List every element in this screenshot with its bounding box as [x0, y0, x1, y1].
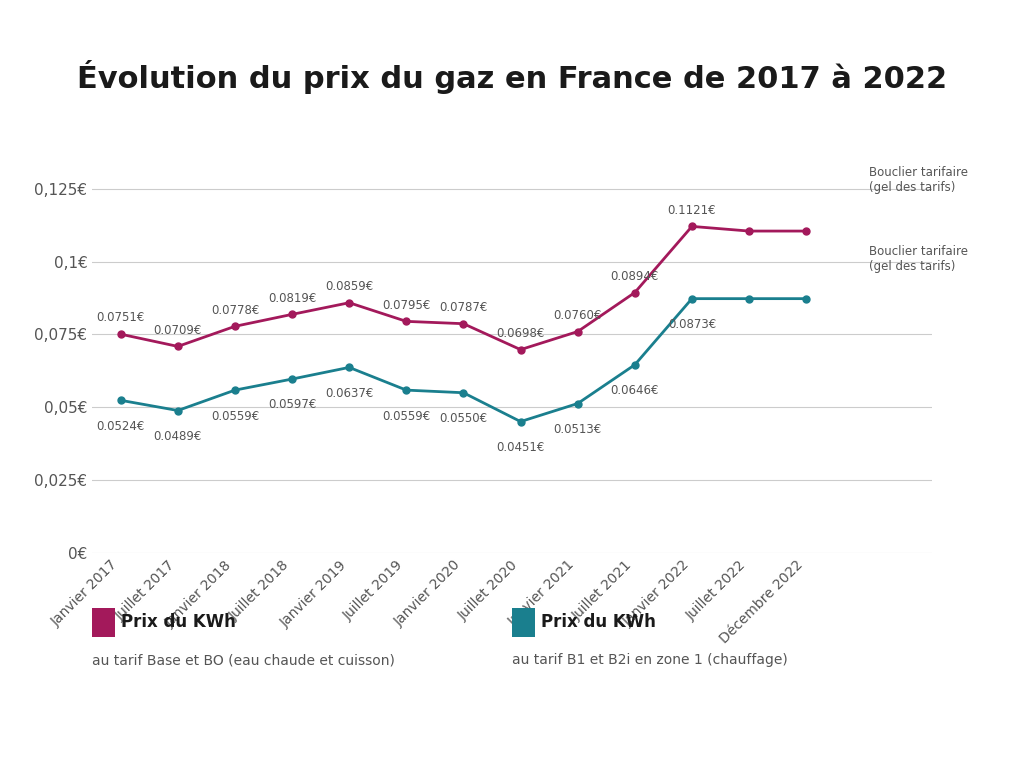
- Text: 0.0489€: 0.0489€: [154, 430, 202, 443]
- Text: 0.0513€: 0.0513€: [554, 423, 602, 436]
- Text: 0.0778€: 0.0778€: [211, 303, 259, 316]
- Text: Bouclier tarifaire
(gel des tarifs): Bouclier tarifaire (gel des tarifs): [869, 166, 968, 194]
- Text: 0.0819€: 0.0819€: [268, 292, 316, 305]
- Text: Prix du KWh: Prix du KWh: [541, 613, 655, 631]
- Text: 0.0559€: 0.0559€: [211, 409, 259, 422]
- Text: 0.0795€: 0.0795€: [382, 299, 430, 312]
- Text: 0.0760€: 0.0760€: [554, 309, 602, 322]
- Text: 0.0597€: 0.0597€: [268, 399, 316, 412]
- Text: Évolution du prix du gaz en France de 2017 à 2022: Évolution du prix du gaz en France de 20…: [77, 60, 947, 94]
- Text: au tarif B1 et B2i en zone 1 (chauffage): au tarif B1 et B2i en zone 1 (chauffage): [512, 654, 787, 667]
- Text: Prix du KWh: Prix du KWh: [121, 613, 236, 631]
- Text: 0.0787€: 0.0787€: [439, 301, 487, 314]
- Text: 0.1121€: 0.1121€: [668, 204, 716, 217]
- Text: Bouclier tarifaire
(gel des tarifs): Bouclier tarifaire (gel des tarifs): [869, 245, 968, 273]
- Text: 0.0709€: 0.0709€: [154, 323, 202, 336]
- Text: 0.0698€: 0.0698€: [497, 327, 545, 340]
- Text: 0.0451€: 0.0451€: [497, 441, 545, 454]
- Text: 0.0646€: 0.0646€: [610, 384, 659, 397]
- Text: 0.0637€: 0.0637€: [325, 387, 374, 400]
- Text: 0.0859€: 0.0859€: [325, 280, 374, 293]
- Text: 0.0559€: 0.0559€: [382, 409, 430, 422]
- Text: 0.0524€: 0.0524€: [96, 420, 145, 432]
- Text: au tarif Base et BO (eau chaude et cuisson): au tarif Base et BO (eau chaude et cuiss…: [92, 654, 395, 667]
- Text: 0.0751€: 0.0751€: [96, 312, 145, 324]
- Text: 0.0894€: 0.0894€: [610, 270, 659, 283]
- Text: 0.0873€: 0.0873€: [668, 318, 716, 331]
- Text: 0.0550€: 0.0550€: [439, 412, 487, 425]
